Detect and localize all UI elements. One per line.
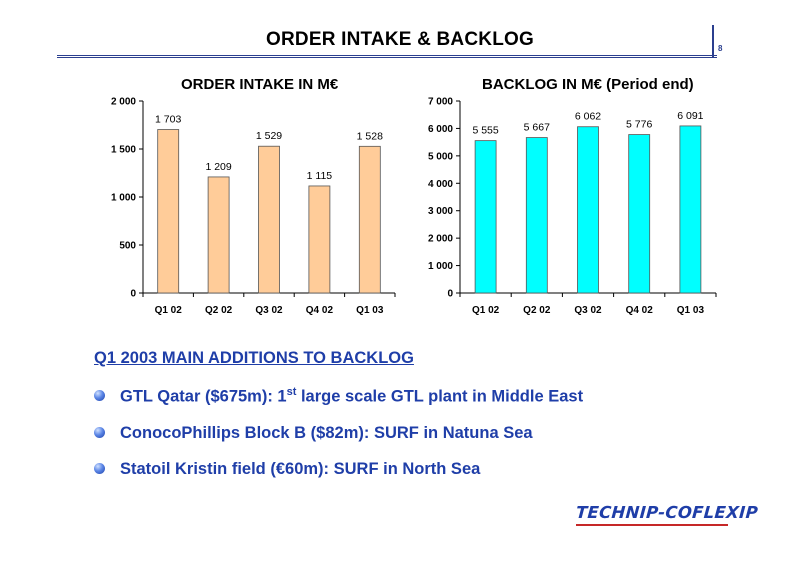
backlog-chart: 0 1 000 2 000 3 000 4 000 5 000 6 000 7 000 5 55… (428, 97, 717, 316)
bar (358, 145, 381, 294)
x-tick-label: Q1 02 (472, 305, 500, 316)
x-tick-label: Q3 02 (574, 305, 602, 316)
additions-heading: Q1 2003 MAIN ADDITIONS TO BACKLOG (94, 349, 414, 367)
x-tick-label: Q4 02 (626, 305, 654, 316)
bar-value-label: 1 209 (205, 161, 231, 173)
bar (207, 176, 230, 294)
page-number-divider (712, 25, 714, 58)
bar (679, 125, 702, 294)
bar (474, 140, 497, 294)
bar-value-label: 1 115 (307, 170, 333, 182)
page-number: 8 (718, 44, 723, 53)
y-tick-label: 4 000 (428, 179, 453, 190)
y-tick-label: 2 000 (111, 97, 136, 108)
bar-value-label: 5 776 (626, 119, 652, 131)
x-tick-label: Q4 02 (306, 305, 334, 316)
x-tick-label: Q2 02 (205, 305, 233, 316)
y-tick-label: 7 000 (428, 97, 453, 108)
bar-value-label: 1 528 (357, 130, 383, 142)
list-item-text: ConocoPhillips Block B ($82m): SURF in N… (120, 424, 533, 442)
y-tick-label: 0 (130, 289, 136, 300)
x-tick-label: Q1 03 (677, 305, 705, 316)
y-tick-label: 1 500 (111, 145, 136, 156)
list-item-text: GTL Qatar ($675m): 1 (120, 387, 287, 406)
bar (628, 134, 651, 294)
bar-value-label: 1 703 (155, 114, 181, 126)
bar (577, 126, 599, 294)
x-tick-label: Q3 02 (255, 305, 283, 316)
backlog-chart-title: BACKLOG IN M€ (Period end) (482, 76, 694, 93)
bar-value-label: 5 667 (524, 122, 550, 134)
company-logo: TECHNIP-COFLEXIP (575, 503, 759, 522)
bullet-sphere-icon (94, 462, 105, 474)
title-rule-secondary (57, 57, 717, 58)
y-tick-label: 500 (119, 241, 136, 252)
list-item: ConocoPhillips Block B ($82m): SURF in N… (94, 424, 533, 443)
bar (157, 129, 180, 294)
list-item: Statoil Kristin field (€60m): SURF in No… (94, 460, 480, 479)
order-intake-chart-title: ORDER INTAKE IN M€ (181, 76, 339, 93)
x-tick-label: Q1 03 (356, 305, 384, 316)
list-item-superscript: st (286, 386, 297, 398)
y-tick-label: 3 000 (428, 206, 453, 217)
bar (258, 145, 280, 294)
list-item-text-tail: large scale GTL plant in Middle East (296, 387, 584, 406)
list-item: GTL Qatar ($675m): 1st large scale GTL p… (94, 386, 583, 407)
slide-title: ORDER INTAKE & BACKLOG (266, 29, 534, 50)
y-tick-label: 0 (447, 289, 453, 300)
bar-value-label: 5 555 (472, 125, 498, 137)
title-rule (57, 55, 717, 56)
bar-value-label: 6 062 (575, 111, 601, 123)
x-tick-label: Q2 02 (523, 305, 551, 316)
bar-value-label: 6 091 (677, 110, 703, 122)
bullet-sphere-icon (94, 390, 105, 402)
y-tick-label: 2 000 (428, 234, 453, 245)
bar (308, 185, 331, 294)
bar (525, 137, 548, 294)
y-tick-label: 1 000 (111, 193, 136, 204)
x-tick-label: Q1 02 (155, 305, 183, 316)
y-tick-label: 1 000 (428, 261, 453, 272)
y-tick-label: 5 000 (428, 151, 453, 162)
list-item-text: Statoil Kristin field (€60m): SURF in No… (120, 460, 481, 478)
order-intake-chart: 0 500 1 000 1 500 2 000 1 703 Q1 02 1 209 Q2 02 1… (111, 97, 396, 316)
logo-underline (576, 524, 728, 526)
bullet-sphere-icon (94, 426, 105, 438)
bar-value-label: 1 529 (256, 130, 282, 142)
y-tick-label: 6 000 (428, 124, 453, 135)
